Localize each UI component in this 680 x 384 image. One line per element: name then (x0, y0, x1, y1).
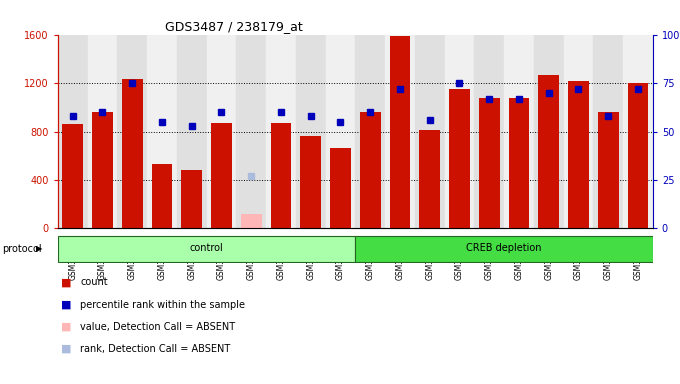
Text: ■: ■ (61, 300, 71, 310)
Bar (504, 35, 534, 228)
Bar (241, 214, 262, 228)
Bar (628, 83, 648, 228)
Bar (207, 35, 237, 228)
Text: rank, Detection Call = ABSENT: rank, Detection Call = ABSENT (80, 344, 231, 354)
Bar (63, 124, 83, 228)
Bar (182, 170, 202, 228)
Text: GDS3487 / 238179_at: GDS3487 / 238179_at (165, 20, 303, 33)
FancyBboxPatch shape (355, 236, 653, 262)
Bar (449, 89, 470, 228)
Bar (479, 98, 500, 228)
Bar (330, 149, 351, 228)
Bar (534, 35, 564, 228)
Bar (296, 35, 326, 228)
Bar (266, 35, 296, 228)
Bar (58, 35, 88, 228)
Bar (118, 35, 147, 228)
Bar (420, 130, 440, 228)
Bar (598, 112, 619, 228)
Bar (177, 35, 207, 228)
Bar (593, 35, 623, 228)
Text: ■: ■ (61, 344, 71, 354)
Bar (568, 81, 589, 228)
Bar (301, 136, 321, 228)
Bar (92, 112, 113, 228)
Text: ■: ■ (61, 322, 71, 332)
Bar (355, 35, 385, 228)
Text: percentile rank within the sample: percentile rank within the sample (80, 300, 245, 310)
Bar (147, 35, 177, 228)
Bar (415, 35, 445, 228)
Bar (326, 35, 355, 228)
Bar (237, 35, 266, 228)
Bar (271, 123, 291, 228)
Text: ■: ■ (61, 277, 71, 287)
Bar (564, 35, 593, 228)
Bar (539, 74, 559, 228)
Bar (390, 36, 410, 228)
Bar (360, 112, 381, 228)
Bar (385, 35, 415, 228)
FancyBboxPatch shape (58, 236, 355, 262)
Text: ▶: ▶ (36, 244, 43, 253)
Bar (445, 35, 475, 228)
Bar (623, 35, 653, 228)
Bar (211, 123, 232, 228)
Bar (122, 79, 143, 228)
Bar (509, 98, 529, 228)
Bar (475, 35, 504, 228)
Text: protocol: protocol (2, 244, 41, 254)
Text: control: control (190, 243, 224, 253)
Bar (152, 164, 172, 228)
Bar (88, 35, 118, 228)
Text: CREB depletion: CREB depletion (466, 243, 542, 253)
Text: value, Detection Call = ABSENT: value, Detection Call = ABSENT (80, 322, 235, 332)
Text: count: count (80, 277, 108, 287)
